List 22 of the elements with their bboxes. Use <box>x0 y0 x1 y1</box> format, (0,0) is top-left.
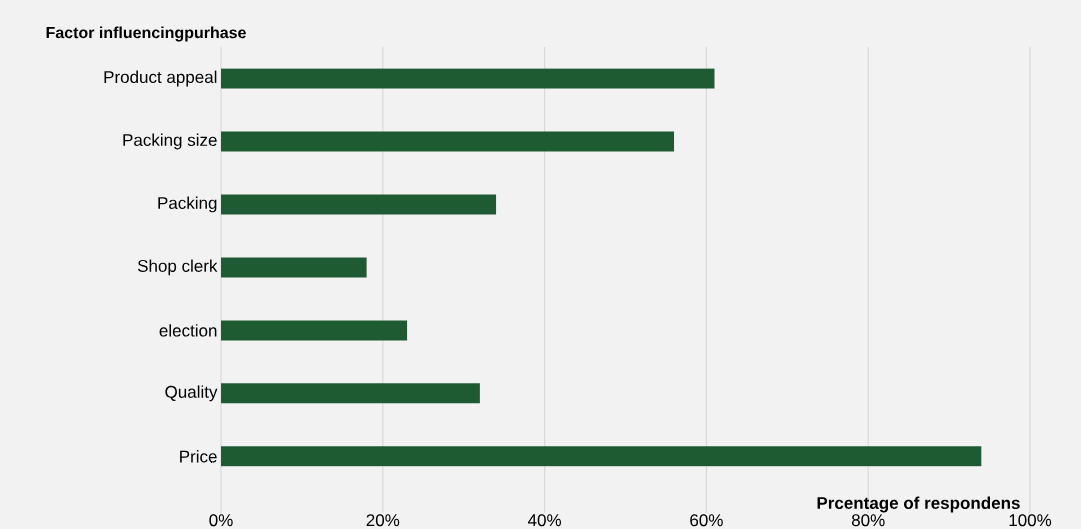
y-tick-label: Shop clerk <box>137 259 218 276</box>
bar <box>221 194 497 215</box>
y-tick-label: Product appeal <box>104 70 217 87</box>
x-axis-title: Prcentage of respondens <box>817 496 1020 513</box>
x-tick-label: 40% <box>527 514 561 527</box>
x-tick-label: 80% <box>851 514 885 527</box>
bar <box>221 320 408 341</box>
y-tick-label: election <box>159 324 217 337</box>
x-tick-label: 0% <box>209 514 233 527</box>
y-tick-label: Price <box>180 450 217 463</box>
y-axis-title: Factor influencingpurhase <box>46 26 246 42</box>
bar <box>221 68 715 89</box>
x-tick-label: 100% <box>1009 514 1052 527</box>
y-tick-label: Quality <box>165 385 218 402</box>
x-tick-label: 20% <box>366 514 400 527</box>
bar <box>221 257 367 278</box>
x-tick-label: 60% <box>690 514 723 527</box>
y-tick-label: Packing <box>158 196 217 213</box>
bar <box>221 383 480 404</box>
y-tick-label: Packing size <box>123 133 217 150</box>
bar <box>221 446 982 467</box>
bar <box>221 131 675 152</box>
